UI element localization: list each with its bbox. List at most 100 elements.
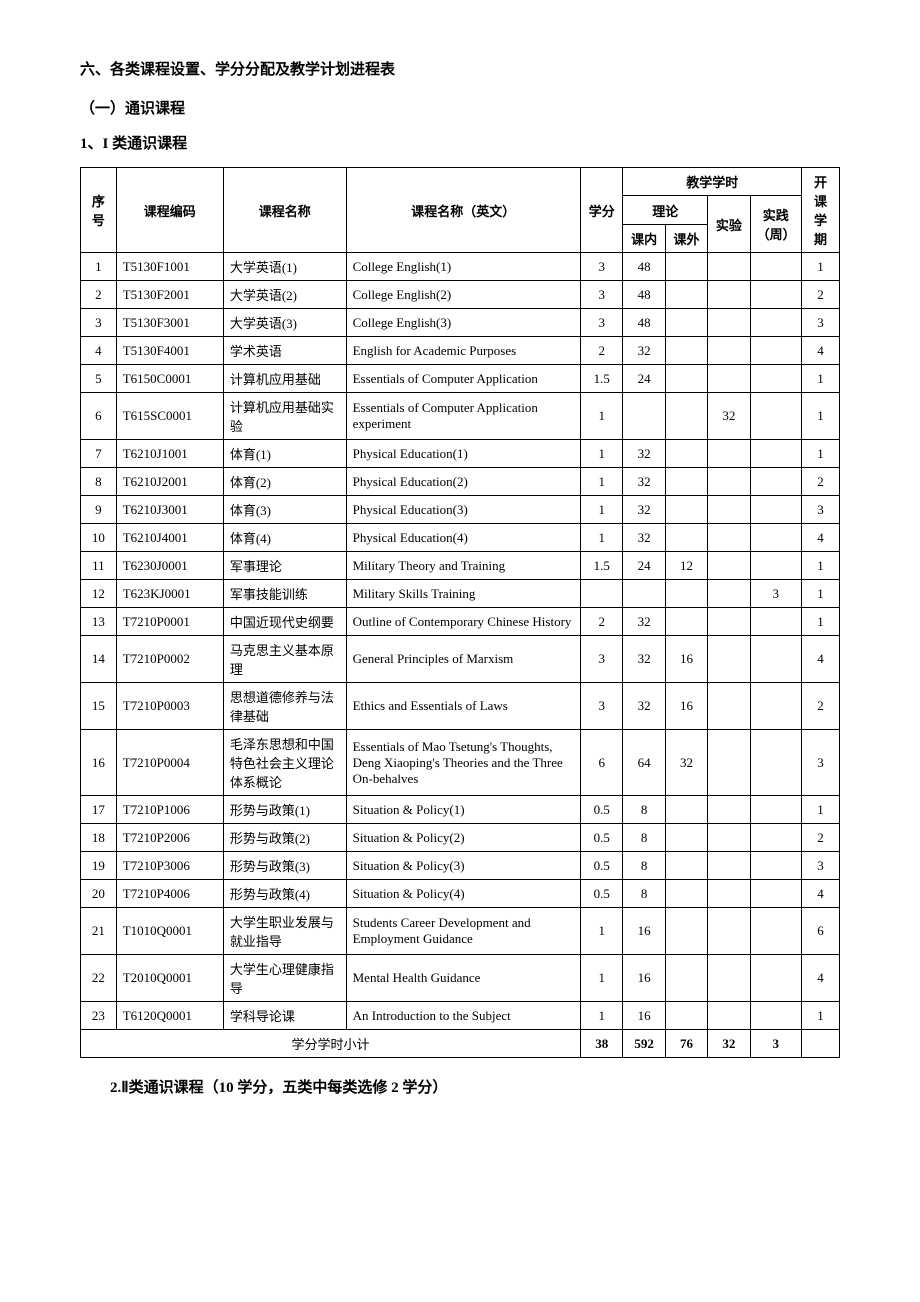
cell-out-class: 12	[665, 552, 707, 580]
cell-seq: 19	[81, 852, 117, 880]
table-row: 4T5130F4001学术英语English for Academic Purp…	[81, 337, 840, 365]
cell-in-class: 32	[623, 524, 665, 552]
cell-name-en: Students Career Development and Employme…	[346, 908, 580, 955]
cell-semester: 1	[801, 365, 839, 393]
cell-out-class	[665, 393, 707, 440]
table-row: 2T5130F2001大学英语(2)College English(2)3482	[81, 281, 840, 309]
cell-out-class	[665, 880, 707, 908]
cell-name-en: Military Skills Training	[346, 580, 580, 608]
cell-name-en: Physical Education(2)	[346, 468, 580, 496]
cell-in-class: 32	[623, 496, 665, 524]
cell-credits: 1.5	[581, 365, 623, 393]
cell-seq: 14	[81, 636, 117, 683]
cell-seq: 4	[81, 337, 117, 365]
col-code: 课程编码	[116, 168, 223, 253]
cell-seq: 15	[81, 683, 117, 730]
cell-name-cn: 体育(2)	[223, 468, 346, 496]
cell-experiment	[708, 281, 750, 309]
cell-name-en: Situation & Policy(3)	[346, 852, 580, 880]
cell-semester: 3	[801, 852, 839, 880]
cell-semester: 4	[801, 524, 839, 552]
cell-out-class: 16	[665, 636, 707, 683]
cell-seq: 13	[81, 608, 117, 636]
cell-in-class: 24	[623, 552, 665, 580]
cell-name-cn: 形势与政策(3)	[223, 852, 346, 880]
cell-seq: 10	[81, 524, 117, 552]
cell-experiment	[708, 955, 750, 1002]
cell-semester: 3	[801, 496, 839, 524]
cell-semester: 2	[801, 824, 839, 852]
cell-name-en: College English(1)	[346, 253, 580, 281]
cell-in-class: 64	[623, 730, 665, 796]
cell-credits: 2	[581, 337, 623, 365]
subtotal-out-class: 76	[665, 1030, 707, 1058]
cell-code: T1010Q0001	[116, 908, 223, 955]
cell-out-class	[665, 281, 707, 309]
cell-in-class: 32	[623, 636, 665, 683]
cell-experiment	[708, 524, 750, 552]
cell-name-cn: 军事技能训练	[223, 580, 346, 608]
course-table: 序号 课程编码 课程名称 课程名称（英文） 学分 教学学时 开课学期 理论 实验…	[80, 167, 840, 1058]
cell-name-en: Mental Health Guidance	[346, 955, 580, 1002]
cell-seq: 23	[81, 1002, 117, 1030]
cell-name-cn: 大学英语(1)	[223, 253, 346, 281]
cell-name-en: Ethics and Essentials of Laws	[346, 683, 580, 730]
cell-experiment	[708, 496, 750, 524]
cell-name-en: Physical Education(3)	[346, 496, 580, 524]
cell-credits: 6	[581, 730, 623, 796]
cell-experiment	[708, 309, 750, 337]
section-heading: 六、各类课程设置、学分分配及教学计划进程表	[80, 58, 840, 79]
cell-experiment	[708, 908, 750, 955]
cell-credits: 1	[581, 468, 623, 496]
cell-seq: 18	[81, 824, 117, 852]
cell-name-cn: 大学生职业发展与就业指导	[223, 908, 346, 955]
table-header: 序号 课程编码 课程名称 课程名称（英文） 学分 教学学时 开课学期 理论 实验…	[81, 168, 840, 253]
cell-credits: 3	[581, 309, 623, 337]
table-row: 5T6150C0001计算机应用基础Essentials of Computer…	[81, 365, 840, 393]
cell-experiment	[708, 552, 750, 580]
cell-seq: 20	[81, 880, 117, 908]
table-row: 1T5130F1001大学英语(1)College English(1)3481	[81, 253, 840, 281]
cell-credits: 3	[581, 683, 623, 730]
cell-credits: 1.5	[581, 552, 623, 580]
cell-credits: 3	[581, 636, 623, 683]
table-row: 9T6210J3001体育(3)Physical Education(3)132…	[81, 496, 840, 524]
cell-out-class	[665, 908, 707, 955]
cell-experiment	[708, 852, 750, 880]
subsection-heading-1: （一）通识课程	[80, 97, 840, 118]
cell-code: T5130F2001	[116, 281, 223, 309]
cell-in-class: 16	[623, 1002, 665, 1030]
table-body: 1T5130F1001大学英语(1)College English(1)3481…	[81, 253, 840, 1030]
cell-name-en: General Principles of Marxism	[346, 636, 580, 683]
cell-practice	[750, 309, 801, 337]
cell-name-cn: 军事理论	[223, 552, 346, 580]
cell-code: T7210P2006	[116, 824, 223, 852]
cell-practice	[750, 636, 801, 683]
cell-experiment	[708, 880, 750, 908]
cell-semester: 3	[801, 309, 839, 337]
cell-code: T5130F4001	[116, 337, 223, 365]
cell-credits: 2	[581, 608, 623, 636]
col-experiment: 实验	[708, 196, 750, 253]
cell-code: T7210P3006	[116, 852, 223, 880]
cell-practice	[750, 908, 801, 955]
table-row: 12T623KJ0001军事技能训练Military Skills Traini…	[81, 580, 840, 608]
cell-name-cn: 学术英语	[223, 337, 346, 365]
cell-practice	[750, 852, 801, 880]
cell-out-class	[665, 580, 707, 608]
table-row: 22T2010Q0001大学生心理健康指导Mental Health Guida…	[81, 955, 840, 1002]
cell-practice	[750, 796, 801, 824]
cell-name-cn: 思想道德修养与法律基础	[223, 683, 346, 730]
cell-name-cn: 体育(4)	[223, 524, 346, 552]
cell-name-en: Essentials of Computer Application exper…	[346, 393, 580, 440]
cell-experiment	[708, 468, 750, 496]
cell-practice	[750, 730, 801, 796]
cell-name-en: Essentials of Mao Tsetung's Thoughts, De…	[346, 730, 580, 796]
cell-name-cn: 大学英语(2)	[223, 281, 346, 309]
cell-semester: 2	[801, 683, 839, 730]
table-row: 13T7210P0001中国近现代史纲要Outline of Contempor…	[81, 608, 840, 636]
cell-practice	[750, 468, 801, 496]
subtotal-in-class: 592	[623, 1030, 665, 1058]
cell-in-class: 48	[623, 281, 665, 309]
subtotal-credits: 38	[581, 1030, 623, 1058]
